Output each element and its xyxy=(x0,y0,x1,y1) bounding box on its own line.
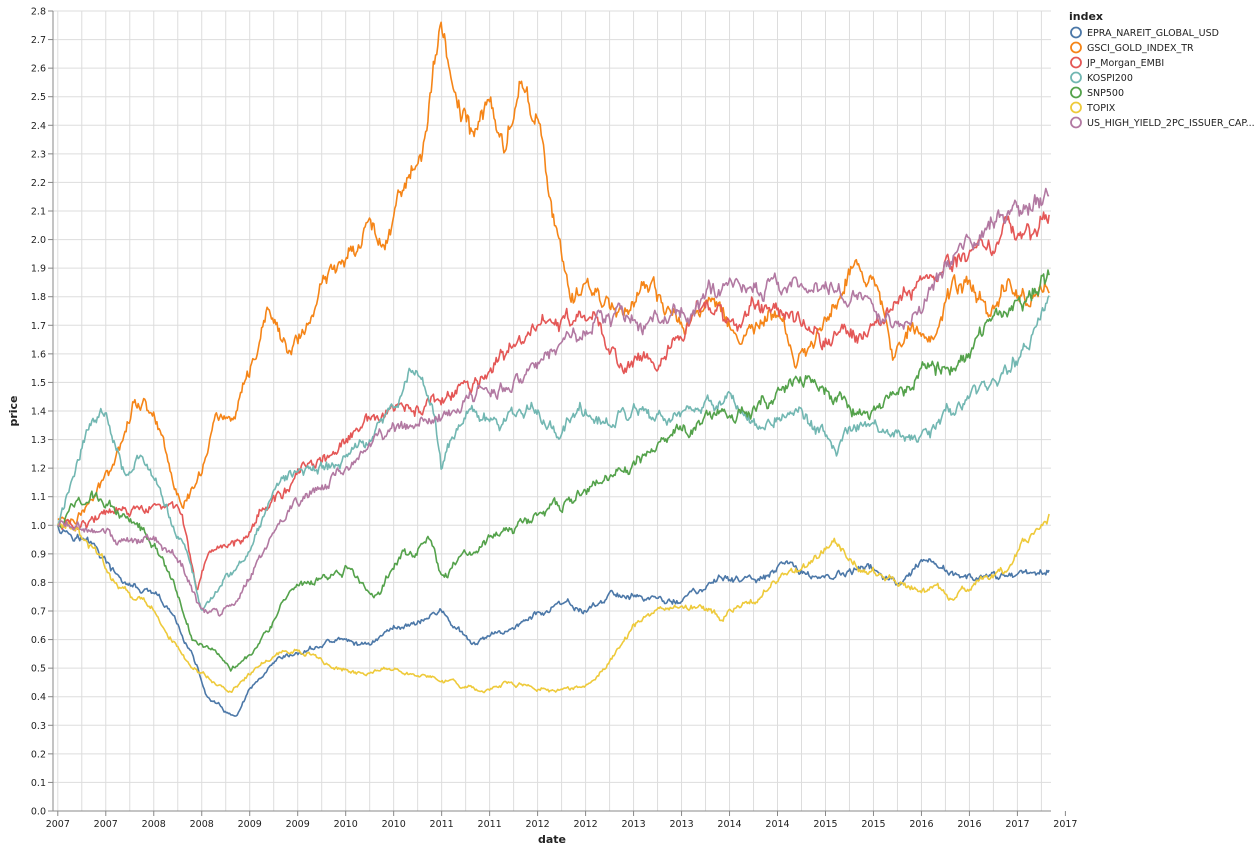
x-tick-label: 2010 xyxy=(382,819,406,830)
legend-symbol xyxy=(1070,71,1082,84)
series-line xyxy=(57,21,1050,525)
y-tick-label: 2.5 xyxy=(31,92,46,103)
y-tick-label: 1.9 xyxy=(31,264,46,275)
legend-symbol xyxy=(1070,26,1082,39)
series-line xyxy=(57,295,1050,611)
y-tick-label: 1.8 xyxy=(31,292,46,303)
y-tick-label: 1.7 xyxy=(31,321,46,332)
legend-symbol xyxy=(1070,116,1082,129)
axes: 0.0 0.1 0.2 0.3 0.4 0.5 0.6 0.7 0.8 0.9 1.0 1.1 1.2 1… xyxy=(31,7,1078,831)
x-axis-title: date xyxy=(538,833,566,846)
y-tick-label: 0.0 xyxy=(31,807,46,818)
series-line xyxy=(57,187,1050,617)
y-tick-label: 0.1 xyxy=(31,778,46,789)
series-line xyxy=(57,269,1050,672)
y-tick-label: 1.5 xyxy=(31,378,46,389)
y-tick-label: 2.2 xyxy=(31,178,46,189)
legend: index EPRA_NAREIT_GLOBAL_USD GSCI_GOLD_IN… xyxy=(1069,10,1255,129)
y-tick-label: 0.7 xyxy=(31,607,46,618)
x-tick-label: 2015 xyxy=(813,819,837,830)
legend-label: EPRA_NAREIT_GLOBAL_USD xyxy=(1087,28,1219,39)
x-tick-label: 2015 xyxy=(861,819,885,830)
y-tick-label: 0.3 xyxy=(31,721,46,732)
series-line xyxy=(57,513,1050,694)
y-tick-label: 1.1 xyxy=(31,492,46,503)
x-tick-label: 2009 xyxy=(286,819,310,830)
x-tick-label: 2009 xyxy=(238,819,262,830)
x-tick-label: 2008 xyxy=(190,819,214,830)
x-tick-label: 2012 xyxy=(526,819,550,830)
y-tick-label: 2.0 xyxy=(31,235,46,246)
legend-symbol xyxy=(1070,56,1082,69)
y-tick-label: 1.2 xyxy=(31,464,46,475)
series-lines xyxy=(57,21,1050,717)
grid xyxy=(53,10,1051,812)
legend-symbol xyxy=(1070,41,1082,54)
y-axis-title: price xyxy=(7,395,20,426)
x-tick-label: 2012 xyxy=(573,819,597,830)
x-tick-label: 2007 xyxy=(94,819,118,830)
series-line xyxy=(57,211,1050,591)
y-tick-label: 0.5 xyxy=(31,664,46,675)
y-tick-label: 1.4 xyxy=(31,407,46,418)
y-tick-label: 0.4 xyxy=(31,692,46,703)
legend-label: TOPIX xyxy=(1086,103,1116,114)
y-tick-label: 2.1 xyxy=(31,207,46,218)
x-tick-label: 2014 xyxy=(765,819,789,830)
legend-label: SNP500 xyxy=(1087,88,1124,99)
legend-label: US_HIGH_YIELD_2PC_ISSUER_CAP... xyxy=(1087,118,1255,129)
legend-symbol xyxy=(1070,86,1082,99)
y-tick-label: 1.6 xyxy=(31,349,46,360)
y-tick-label: 0.8 xyxy=(31,578,46,589)
y-tick-label: 0.9 xyxy=(31,549,46,560)
x-tick-label: 2010 xyxy=(334,819,358,830)
x-tick-label: 2011 xyxy=(430,819,454,830)
y-tick-label: 1.0 xyxy=(31,521,46,532)
legend-title: index xyxy=(1069,10,1103,23)
x-tick-label: 2016 xyxy=(909,819,933,830)
y-tick-label: 0.6 xyxy=(31,635,46,646)
x-tick-label: 2014 xyxy=(717,819,741,830)
x-tick-label: 2013 xyxy=(669,819,693,830)
x-tick-label: 2013 xyxy=(621,819,645,830)
x-tick-label: 2007 xyxy=(46,819,70,830)
y-tick-label: 2.6 xyxy=(31,64,46,75)
legend-label: JP_Morgan_EMBI xyxy=(1086,58,1164,69)
x-tick-label: 2011 xyxy=(478,819,502,830)
legend-label: GSCI_GOLD_INDEX_TR xyxy=(1087,43,1194,54)
legend-symbol xyxy=(1070,101,1082,114)
y-tick-label: 2.3 xyxy=(31,149,46,160)
y-tick-label: 0.2 xyxy=(31,749,46,760)
y-tick-label: 2.4 xyxy=(31,121,46,132)
y-tick-label: 2.7 xyxy=(31,35,46,46)
x-tick-label: 2008 xyxy=(142,819,166,830)
y-tick-label: 1.3 xyxy=(31,435,46,446)
legend-label: KOSPI200 xyxy=(1087,73,1133,84)
x-tick-label: 2016 xyxy=(957,819,981,830)
x-tick-label: 2017 xyxy=(1053,819,1077,830)
y-tick-label: 2.8 xyxy=(31,7,46,18)
x-tick-label: 2017 xyxy=(1005,819,1029,830)
